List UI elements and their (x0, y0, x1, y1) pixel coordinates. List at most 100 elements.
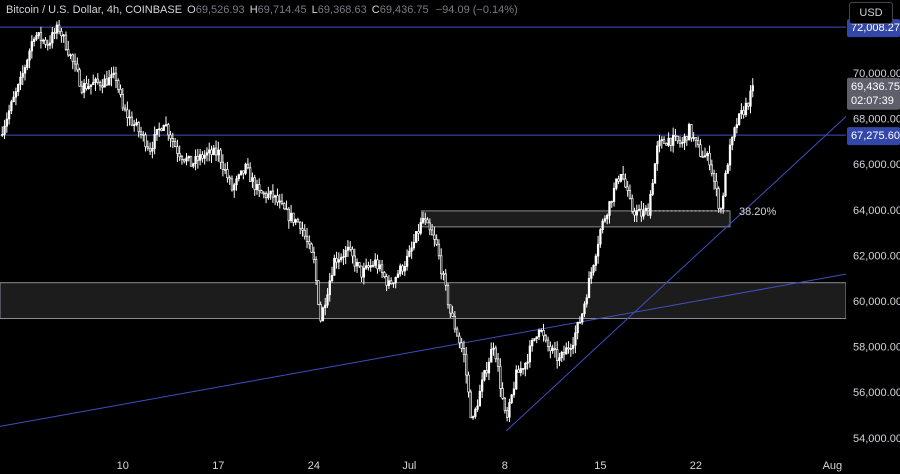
candle-body (276, 195, 279, 203)
candle-body (646, 207, 650, 216)
candle-body (5, 118, 8, 127)
candle-body (158, 128, 161, 131)
candle-body (274, 195, 277, 198)
candle-body (694, 137, 698, 141)
candle-body (478, 390, 482, 407)
candle-body (32, 38, 36, 42)
candle-body (446, 284, 450, 306)
candle-body (162, 124, 165, 132)
candle-body (521, 368, 525, 370)
candle-body (264, 192, 268, 199)
candle-body (703, 155, 707, 158)
candle-body (342, 256, 345, 259)
candle-body (12, 96, 15, 103)
candle-body (519, 368, 522, 373)
close-value: 69,436.75 (379, 4, 429, 16)
open-value: 69,526.93 (195, 4, 245, 16)
candle-body (390, 280, 393, 285)
candle-body (633, 210, 636, 216)
candle-body (137, 122, 140, 133)
candle-body (233, 184, 236, 191)
candle-body (385, 276, 388, 286)
candle-body (524, 362, 527, 370)
time-axis[interactable]: 10 17 24 Jul 8 15 22 Aug (0, 456, 900, 474)
candle-body (596, 243, 600, 257)
low-value: 69,368.63 (317, 4, 367, 16)
candle-body (403, 266, 406, 272)
candle-body (747, 102, 750, 107)
candle-body (210, 149, 213, 155)
price-axis[interactable]: 70,000.00 68,000.00 66,000.00 64,000.00 62,0… (846, 0, 900, 474)
candle-body (246, 163, 250, 169)
candle-body (117, 80, 120, 90)
candle-body (98, 81, 102, 87)
candle-body (214, 147, 218, 156)
candle-body (17, 84, 20, 92)
candle-body (571, 344, 575, 349)
candle-body (608, 201, 611, 216)
candle-body (105, 78, 109, 86)
candle-body (198, 154, 202, 161)
candle-body (408, 250, 411, 257)
candle-body (355, 262, 359, 267)
candle-body (57, 24, 61, 32)
candle-body (496, 358, 500, 367)
candle-body (280, 200, 284, 204)
symbol-legend: Bitcoin / U.S. Dollar, 4h, COINBASE O69,… (6, 4, 518, 16)
candle-body (590, 271, 593, 279)
candle-body (39, 32, 43, 41)
candle-body (601, 220, 604, 230)
time-tick-label: 22 (690, 460, 702, 472)
candle-body (642, 209, 645, 217)
candle-body (387, 280, 391, 286)
candle-body (337, 259, 341, 263)
candle-body (376, 259, 379, 270)
candle-body (92, 82, 95, 86)
candle-body (751, 85, 754, 92)
candle-body (410, 247, 413, 252)
currency-button[interactable]: USD (849, 2, 893, 24)
candle-body (556, 349, 559, 361)
candle-body (251, 177, 254, 182)
time-axis-bg (0, 456, 900, 474)
candle-body (269, 190, 272, 195)
candle-body (649, 194, 652, 216)
candle-body (483, 370, 486, 381)
candle-body (73, 60, 77, 65)
candle-body (1, 134, 4, 136)
candle-body (656, 145, 659, 165)
candle-body (565, 347, 568, 355)
time-tick-label: 24 (308, 460, 320, 472)
candle-body (392, 282, 395, 285)
candle-body (358, 262, 361, 267)
candle-body (346, 246, 350, 251)
candle-body (544, 335, 547, 341)
candle-body (46, 43, 49, 46)
candle-body (574, 332, 577, 346)
candle-body (617, 178, 620, 182)
candle-body (294, 219, 297, 223)
candle-body (678, 140, 682, 144)
level-tag-text: 72,008.27 (851, 22, 900, 34)
candle-body (383, 272, 386, 277)
candle-body (205, 152, 209, 156)
candle-body (351, 248, 354, 257)
candle-body (417, 231, 420, 234)
candle-body (505, 410, 509, 418)
candle-body (321, 307, 325, 322)
candle-body (526, 361, 529, 364)
candle-body (317, 280, 320, 305)
candle-body (503, 398, 507, 411)
candle-body (344, 249, 347, 258)
candle-body (139, 131, 143, 135)
candle-body (733, 127, 736, 138)
candle-body (681, 142, 684, 144)
candle-body (515, 369, 518, 390)
candle-body (512, 388, 516, 396)
candle-body (30, 41, 33, 52)
candle-body (469, 391, 472, 419)
candle-body (542, 330, 545, 337)
candle-body (349, 246, 352, 250)
candle-body (10, 101, 13, 112)
